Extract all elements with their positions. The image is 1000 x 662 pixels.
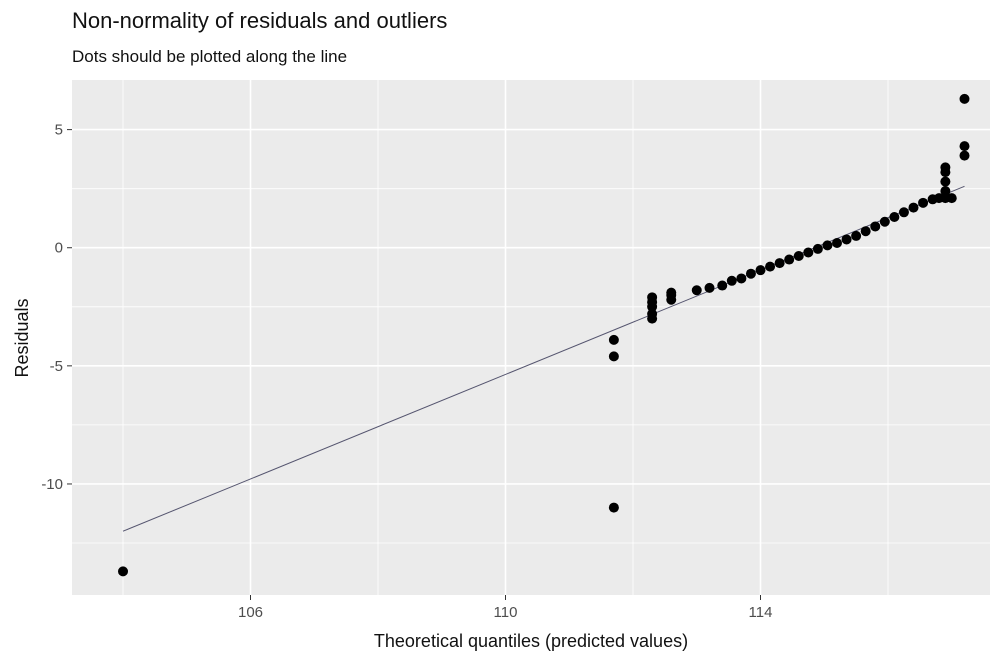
y-tick-label: -10 [41, 476, 63, 493]
points-layer [118, 93, 970, 577]
data-point [726, 275, 737, 286]
data-point [608, 334, 619, 345]
data-point [860, 226, 871, 237]
data-point [959, 150, 970, 161]
x-tick-label: 110 [494, 604, 518, 621]
data-point [946, 193, 957, 204]
y-tick-label: 0 [55, 240, 63, 257]
data-point [870, 221, 881, 232]
data-point [812, 243, 823, 254]
data-point [841, 234, 852, 245]
x-axis-title: Theoretical quantiles (predicted values) [374, 631, 688, 651]
data-point [745, 268, 756, 279]
data-point [851, 230, 862, 241]
data-point [803, 247, 814, 258]
data-point [774, 258, 785, 269]
data-point [784, 254, 795, 265]
data-point [940, 162, 951, 173]
data-point [959, 93, 970, 104]
y-tick-label: 5 [55, 122, 63, 139]
data-point [118, 566, 128, 577]
data-point [832, 238, 842, 249]
minor-gridlines [72, 80, 990, 595]
chart-subtitle: Dots should be plotted along the line [72, 47, 348, 66]
chart-title: Non-normality of residuals and outliers [72, 8, 448, 33]
data-point [908, 202, 919, 213]
x-tick-label: 114 [749, 604, 773, 621]
axis-ticks: 106 110 114 5 0 -5 -10 [41, 122, 772, 621]
data-point [918, 197, 929, 208]
y-tick-label: -5 [50, 358, 63, 375]
data-point [666, 287, 677, 298]
data-point [940, 186, 951, 197]
data-point [822, 240, 833, 251]
data-point [704, 282, 715, 293]
data-point [879, 216, 890, 227]
data-point [736, 273, 747, 284]
data-point [717, 280, 728, 291]
data-point [959, 141, 970, 152]
data-point [755, 265, 766, 276]
data-point [765, 261, 776, 272]
data-point [940, 176, 951, 187]
data-point [647, 292, 658, 303]
data-point [898, 207, 909, 218]
data-point [889, 212, 900, 223]
plot-panel [72, 80, 990, 595]
data-point [608, 351, 619, 362]
y-axis-title: Residuals [12, 298, 32, 377]
data-point [793, 250, 804, 261]
x-tick-label: 106 [238, 604, 263, 621]
data-point [608, 502, 619, 513]
data-point [691, 285, 702, 296]
data-point [647, 308, 658, 319]
